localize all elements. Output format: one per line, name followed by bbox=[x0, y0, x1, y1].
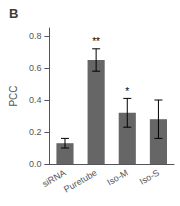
svg-text:0.0: 0.0 bbox=[29, 159, 42, 169]
svg-text:Puretube: Puretube bbox=[62, 168, 99, 195]
svg-text:Iso-S: Iso-S bbox=[138, 168, 161, 187]
svg-text:PCC: PCC bbox=[8, 85, 19, 106]
svg-text:**: ** bbox=[92, 36, 100, 47]
svg-text:0.4: 0.4 bbox=[29, 95, 42, 105]
svg-text:0.2: 0.2 bbox=[29, 127, 42, 137]
svg-text:siRNA: siRNA bbox=[40, 167, 68, 190]
svg-text:0.6: 0.6 bbox=[29, 63, 42, 73]
svg-text:Iso-M: Iso-M bbox=[105, 168, 129, 188]
svg-text:B: B bbox=[9, 6, 18, 21]
svg-text:0.8: 0.8 bbox=[29, 31, 42, 41]
svg-text:*: * bbox=[125, 86, 129, 97]
